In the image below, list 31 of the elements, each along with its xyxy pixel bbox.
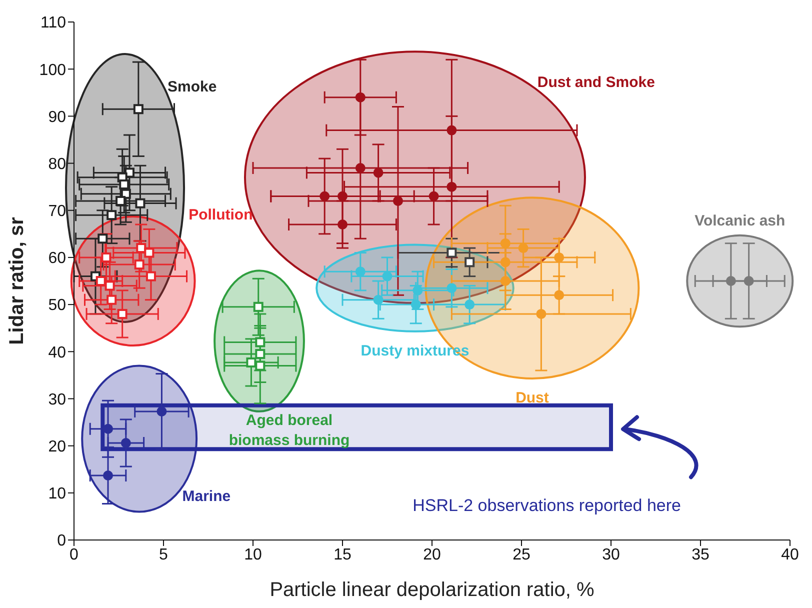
- text: Aged boreal biomass burning: [228, 412, 350, 450]
- annotation: HSRL-2 observations reported here: [412, 496, 681, 516]
- x-axis-title: Particle linear depolarization ratio, %: [270, 579, 595, 601]
- y-tick-label: 100: [39, 62, 66, 79]
- y-tick-label: 20: [48, 438, 66, 456]
- y-tick-label: 70: [48, 203, 66, 220]
- y-tick-label: 0: [57, 532, 66, 550]
- y-tick-label: 60: [48, 250, 66, 268]
- text: Dust and Smoke: [537, 74, 655, 91]
- x-tick-label: 20: [423, 546, 441, 564]
- x-tick-label: 30: [602, 546, 620, 564]
- x-tick-label: 25: [512, 546, 530, 564]
- y-tick-label: 80: [48, 156, 66, 173]
- text: Marine: [182, 488, 231, 505]
- y-tick-label: 40: [48, 344, 66, 362]
- y-tick-label: 110: [40, 14, 66, 32]
- y-tick-label: 50: [48, 297, 66, 314]
- x-tick-label: 0: [70, 546, 79, 564]
- y-tick-label: 30: [48, 391, 66, 408]
- y-axis-title: Lidar ratio, sr: [6, 216, 28, 345]
- y-tick-label: 10: [48, 486, 66, 503]
- x-tick-label: 40: [781, 546, 799, 564]
- y-tick-label: 90: [48, 108, 66, 126]
- x-tick-label: 15: [334, 546, 352, 564]
- text: Volcanic ash: [694, 212, 786, 230]
- x-tick-label: 35: [692, 546, 710, 564]
- x-tick-label: 5: [159, 546, 168, 564]
- x-tick-label: 10: [244, 546, 262, 564]
- text: Dust: [516, 389, 549, 406]
- text: Pollution: [188, 206, 253, 224]
- series-label: Smoke: [168, 78, 217, 96]
